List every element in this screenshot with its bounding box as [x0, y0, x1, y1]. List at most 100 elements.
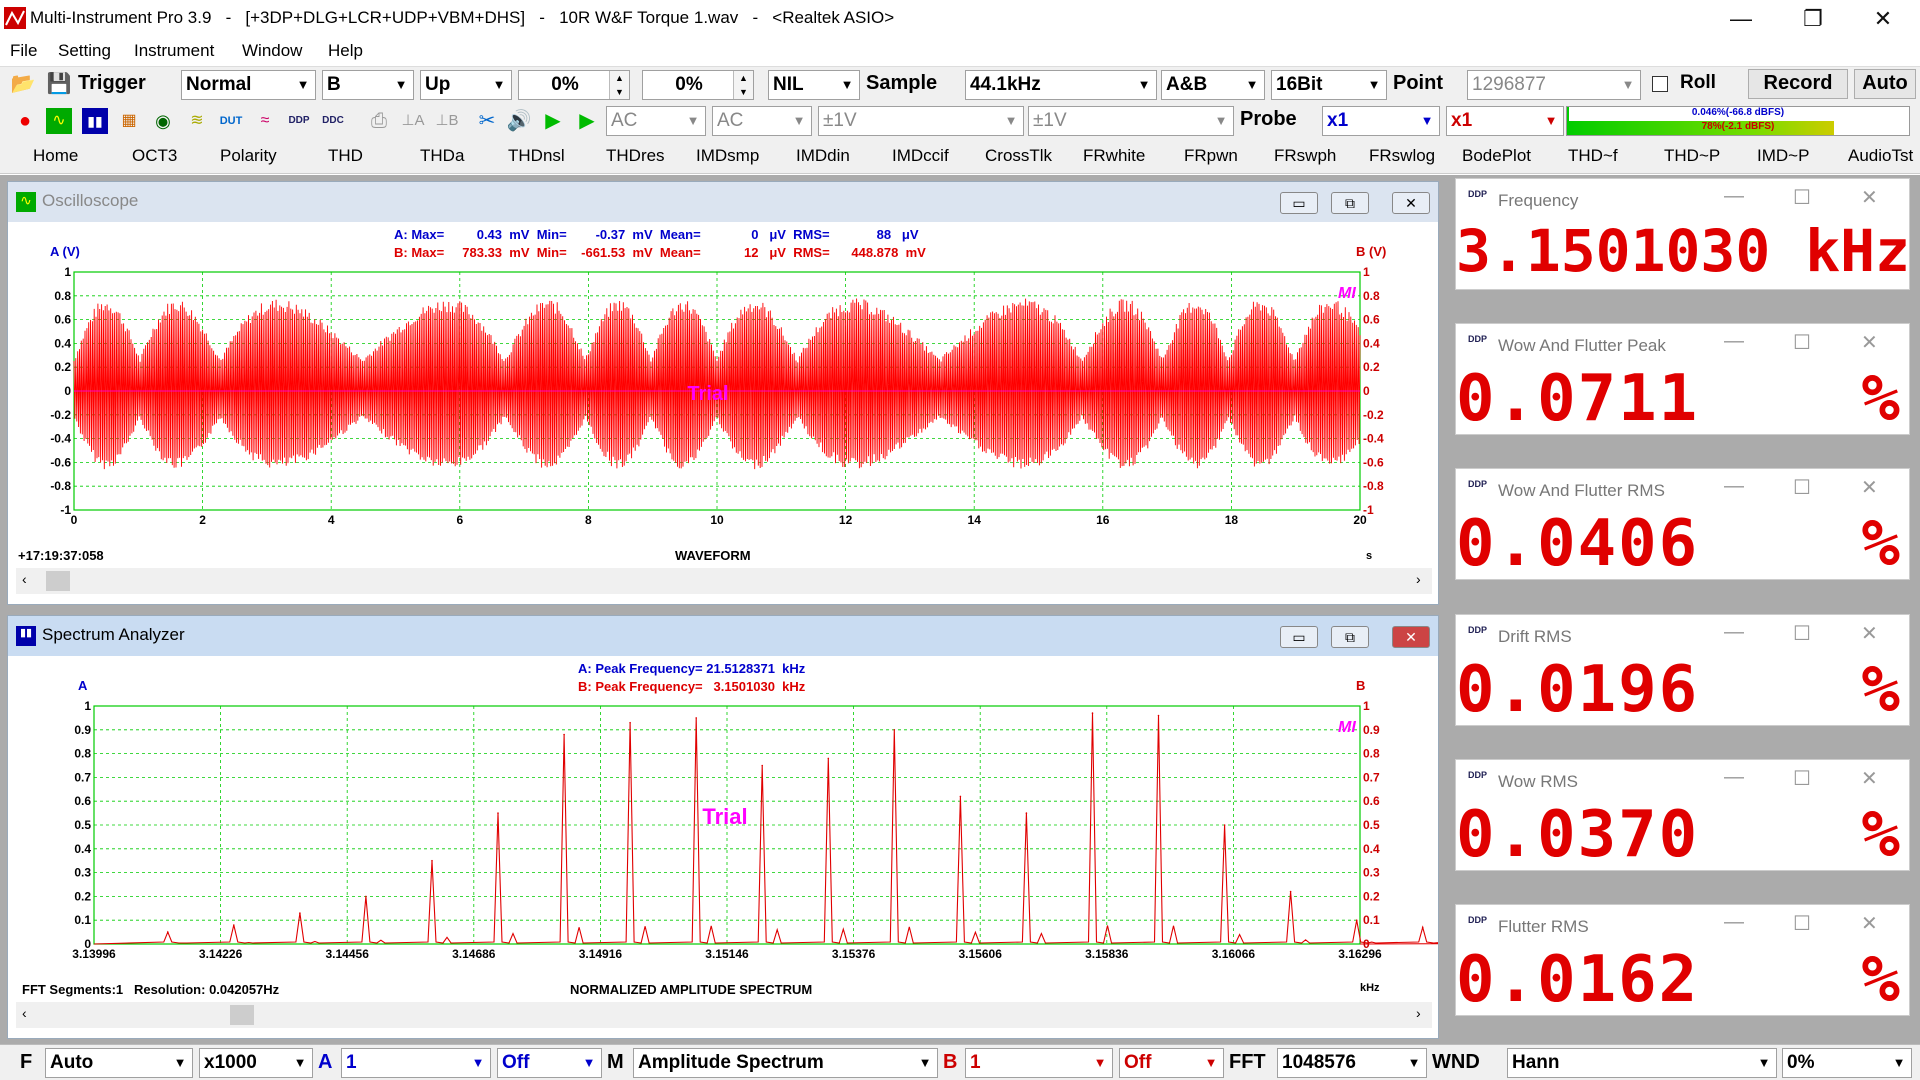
minimize-icon[interactable]: —	[1724, 330, 1744, 352]
display-wow-flutter-rms[interactable]: DDP Wow And Flutter RMS — ☐ ✕ 0.0406 %	[1455, 468, 1910, 581]
trigger-level-spinner[interactable]: 0% ▲ ▼	[518, 70, 630, 100]
display-drift-rms[interactable]: DDP Drift RMS — ☐ ✕ 0.0196 %	[1455, 614, 1910, 727]
play-icon[interactable]: ▶	[545, 110, 561, 132]
scroll-thumb[interactable]	[230, 1005, 254, 1025]
trigger-nil-select[interactable]: NIL ▼	[768, 70, 860, 100]
a-off-select[interactable]: Off ▼	[497, 1048, 602, 1078]
maximize-icon[interactable]: ☐	[1793, 623, 1811, 645]
window-close-button[interactable]: ✕	[1392, 192, 1430, 214]
b-select[interactable]: 1 ▼	[965, 1048, 1113, 1078]
maximize-icon[interactable]: ☐	[1793, 768, 1811, 790]
close-icon[interactable]: ✕	[1861, 187, 1878, 209]
bits-select[interactable]: 16Bit ▼	[1271, 70, 1387, 100]
roll-checkbox[interactable]	[1652, 76, 1668, 92]
display-frequency[interactable]: DDP Frequency — ☐ ✕ 3.1501030 kHz	[1455, 178, 1910, 290]
scroll-right-icon[interactable]: ›	[1416, 1005, 1421, 1021]
record-dot-icon[interactable]: ●	[18, 110, 32, 132]
minimize-icon[interactable]: —	[1724, 911, 1744, 933]
spinner-arrows-icon[interactable]: ▲ ▼	[733, 71, 753, 99]
oscilloscope-plot[interactable]: 0 2 4 6 8 10 12 14 16 18 20 1 1 0.8 0.8 0.6 0.6 0.4 0.4 0.2…	[8, 262, 1438, 558]
spectrum-plot[interactable]: 3.13996 3.14226 3.14456 3.14686 3.14916 3.151…	[8, 696, 1438, 992]
coupling-a-select[interactable]: AC ▼	[606, 106, 706, 136]
tab-imdsmp[interactable]: IMDsmp	[696, 146, 760, 165]
waveform-icon[interactable]: ≈	[260, 112, 270, 129]
maximize-icon[interactable]: ☐	[1793, 187, 1811, 209]
open-folder-icon[interactable]: 📂	[10, 73, 36, 95]
ddc-icon[interactable]: DDC	[322, 115, 344, 126]
fft-select[interactable]: 1048576 ▼	[1277, 1048, 1427, 1078]
range-a-select[interactable]: ±1V ▼	[818, 106, 1024, 136]
wnd-select[interactable]: Hann ▼	[1507, 1048, 1777, 1078]
menu-file[interactable]: File	[10, 41, 38, 60]
maximize-icon[interactable]: ☐	[1793, 332, 1811, 354]
spectrum-icon[interactable]: ▮▮	[82, 108, 108, 134]
display-flutter-rms[interactable]: DDP Flutter RMS — ☐ ✕ 0.0162 %	[1455, 904, 1910, 1017]
menu-help[interactable]: Help	[328, 41, 363, 60]
close-icon[interactable]: ✕	[1861, 913, 1878, 935]
tab-thd-f[interactable]: THD~f	[1568, 146, 1618, 165]
tab-thd-p[interactable]: THD~P	[1664, 146, 1721, 165]
menu-instrument[interactable]: Instrument	[134, 41, 215, 60]
restore-button[interactable]: ❐	[1803, 6, 1823, 31]
points-select[interactable]: 1296877 ▼	[1467, 70, 1641, 100]
tab-oct3[interactable]: OCT3	[132, 146, 178, 165]
play-step-icon[interactable]: ▶	[579, 110, 595, 132]
tab-frpwn[interactable]: FRpwn	[1184, 146, 1238, 165]
window-maximize-button[interactable]: ⧉	[1331, 626, 1369, 648]
dut-icon[interactable]: DUT	[219, 115, 243, 127]
probe-b-select[interactable]: x1 ▼	[1446, 106, 1564, 136]
tab-crosstlk[interactable]: CrossTlk	[985, 146, 1053, 165]
tab-frwhite[interactable]: FRwhite	[1083, 146, 1146, 165]
close-icon[interactable]: ✕	[1861, 332, 1878, 354]
spectrum-titlebar[interactable]: ▮▮ Spectrum Analyzer ▭ ⧉ ✕	[8, 616, 1438, 656]
window-close-button[interactable]: ✕	[1392, 626, 1430, 648]
close-button[interactable]: ✕	[1873, 6, 1893, 31]
f-select[interactable]: Auto ▼	[45, 1048, 193, 1078]
coupling-b-select[interactable]: AC ▼	[712, 106, 812, 136]
save-icon[interactable]: 💾	[46, 73, 72, 95]
spinner-arrows-icon[interactable]: ▲ ▼	[609, 71, 629, 99]
ddp-icon[interactable]: DDP	[288, 115, 310, 126]
minimize-icon[interactable]: —	[1724, 185, 1744, 207]
tab-audiotst[interactable]: AudioTst	[1848, 146, 1914, 165]
scroll-left-icon[interactable]: ‹	[22, 571, 27, 587]
trigger-edge-select[interactable]: Up ▼	[420, 70, 512, 100]
trigger-mode-select[interactable]: Normal ▼	[181, 70, 316, 100]
close-icon[interactable]: ✕	[1861, 768, 1878, 790]
cursor-b-icon[interactable]: ⊥B	[435, 112, 459, 129]
menu-setting[interactable]: Setting	[58, 41, 111, 60]
tab-thda[interactable]: THDa	[420, 146, 465, 165]
speaker-icon[interactable]: 🔊	[506, 110, 532, 132]
close-icon[interactable]: ✕	[1861, 477, 1878, 499]
window-maximize-button[interactable]: ⧉	[1331, 192, 1369, 214]
spectrogram-icon[interactable]: ▦	[121, 112, 137, 129]
probe-a-select[interactable]: x1 ▼	[1322, 106, 1440, 136]
tab-polarity[interactable]: Polarity	[220, 146, 277, 165]
multimeter-icon[interactable]: ◉	[155, 111, 171, 131]
tab-thdnsl[interactable]: THDnsl	[508, 146, 565, 165]
tab-home[interactable]: Home	[33, 146, 79, 165]
multiplier-select[interactable]: x1000 ▼	[199, 1048, 313, 1078]
auto-button[interactable]: Auto	[1854, 69, 1916, 99]
overlap-select[interactable]: 0% ▼	[1782, 1048, 1912, 1078]
minimize-icon[interactable]: —	[1724, 766, 1744, 788]
trigger-channel-select[interactable]: B ▼	[322, 70, 414, 100]
spec-horizontal-scrollbar[interactable]: ‹ ›	[16, 1002, 1432, 1028]
trigger-label[interactable]: Trigger	[78, 72, 146, 94]
range-b-select[interactable]: ±1V ▼	[1028, 106, 1234, 136]
tools-icon[interactable]: ✂	[478, 110, 496, 132]
tab-thd[interactable]: THD	[328, 146, 363, 165]
maximize-icon[interactable]: ☐	[1793, 477, 1811, 499]
cursor-a-icon[interactable]: ⊥A	[401, 112, 425, 129]
window-minimize-button[interactable]: ▭	[1280, 192, 1318, 214]
minimize-button[interactable]: —	[1730, 6, 1752, 31]
maximize-icon[interactable]: ☐	[1793, 913, 1811, 935]
tab-bodeplot[interactable]: BodePlot	[1462, 146, 1531, 165]
minimize-icon[interactable]: —	[1724, 621, 1744, 643]
menu-window[interactable]: Window	[242, 41, 303, 60]
osc-horizontal-scrollbar[interactable]: ‹ ›	[16, 568, 1432, 594]
trigger-delay-spinner[interactable]: 0% ▲ ▼	[642, 70, 754, 100]
tab-imddin[interactable]: IMDdin	[796, 146, 850, 165]
channels-select[interactable]: A&B ▼	[1161, 70, 1265, 100]
record-button[interactable]: Record	[1748, 69, 1848, 99]
